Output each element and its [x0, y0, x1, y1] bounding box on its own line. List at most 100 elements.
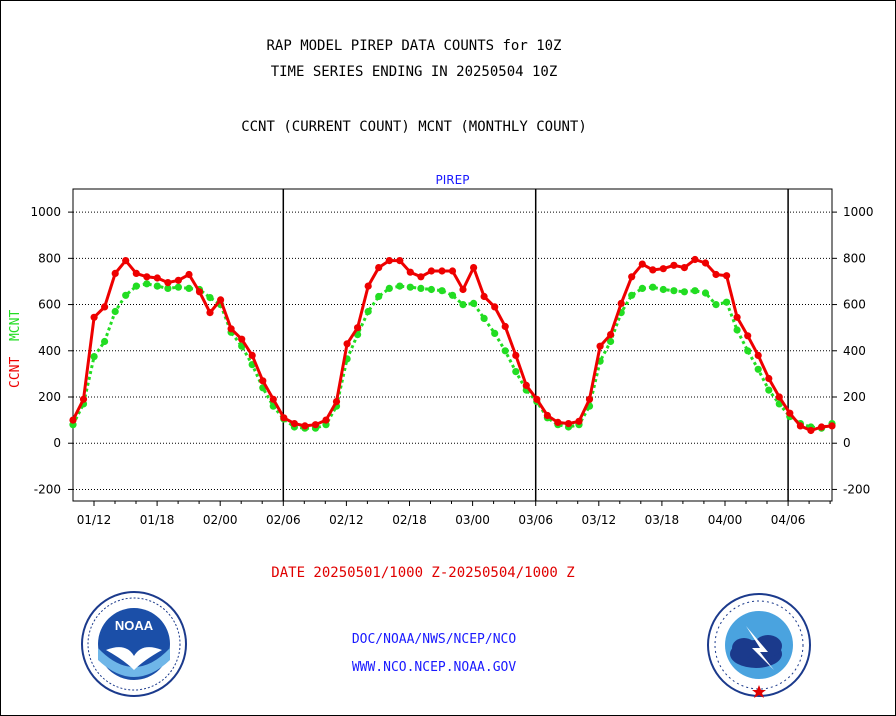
data-point-ccnt — [269, 395, 277, 403]
data-point-ccnt — [322, 416, 330, 424]
data-point-ccnt — [385, 257, 393, 265]
data-point-ccnt — [754, 351, 762, 359]
y-tick-label-right: 1000 — [843, 205, 874, 219]
data-point-ccnt — [280, 414, 288, 422]
y-tick-label-right: 200 — [843, 390, 866, 404]
data-point-ccnt — [259, 377, 267, 385]
data-point-ccnt — [701, 259, 710, 267]
data-point-mcnt — [765, 386, 773, 394]
data-point-ccnt — [828, 422, 836, 430]
x-tick-label: 04/06 — [771, 513, 806, 527]
data-point-ccnt — [79, 395, 88, 403]
data-point-mcnt — [406, 283, 414, 291]
data-point-ccnt — [301, 422, 309, 430]
data-point-mcnt — [649, 283, 657, 291]
data-point-mcnt — [670, 287, 678, 295]
noaa-logo-text: NOAA — [115, 618, 154, 633]
data-point-ccnt — [628, 273, 636, 281]
data-point-ccnt — [533, 395, 541, 403]
y-tick-label: 400 — [38, 344, 61, 358]
data-point-ccnt — [680, 264, 689, 272]
data-point-mcnt — [459, 301, 467, 309]
y-tick-label-right: 800 — [843, 251, 866, 265]
x-tick-label: 03/12 — [582, 513, 617, 527]
data-point-ccnt — [617, 299, 625, 307]
x-tick-label: 03/06 — [518, 513, 553, 527]
data-point-ccnt — [691, 255, 699, 264]
data-point-ccnt — [501, 322, 509, 331]
data-point-ccnt — [659, 265, 667, 273]
data-point-ccnt — [101, 303, 109, 311]
data-point-ccnt — [217, 296, 225, 304]
data-point-ccnt — [343, 340, 351, 348]
data-point-mcnt — [733, 326, 741, 334]
y-axis-label: CCNT MCNT — [8, 310, 23, 388]
data-point-mcnt — [438, 287, 446, 295]
data-point-ccnt — [649, 266, 657, 274]
website-link[interactable]: WWW.NCO.NCEP.NOAA.GOV — [351, 660, 517, 675]
data-point-mcnt — [90, 353, 98, 361]
data-point-ccnt — [248, 351, 256, 359]
data-point-ccnt — [744, 332, 752, 340]
x-tick-label: 03/18 — [645, 513, 680, 527]
data-point-ccnt — [459, 285, 467, 294]
data-point-mcnt — [164, 284, 172, 292]
data-point-ccnt — [122, 257, 130, 265]
data-point-mcnt — [680, 288, 689, 296]
data-point-mcnt — [101, 337, 109, 346]
x-tick-label: 01/12 — [77, 513, 112, 527]
data-point-mcnt — [723, 298, 731, 306]
data-point-ccnt — [554, 418, 562, 426]
data-point-ccnt — [396, 257, 404, 265]
data-point-mcnt — [111, 307, 119, 316]
data-point-mcnt — [744, 347, 752, 355]
data-point-ccnt — [817, 423, 826, 431]
x-tick-label: 02/06 — [266, 513, 301, 527]
data-point-ccnt — [512, 351, 520, 359]
data-point-ccnt — [417, 273, 425, 281]
data-point-ccnt — [491, 303, 499, 311]
data-point-ccnt — [638, 260, 646, 268]
data-point-mcnt — [427, 285, 435, 294]
y-tick-label-right: 600 — [843, 298, 866, 312]
chart-subtitle: TIME SERIES ENDING IN 20250504 10Z — [270, 64, 558, 80]
data-point-mcnt — [143, 280, 151, 288]
y-tick-label: 1000 — [30, 205, 61, 219]
data-point-mcnt — [701, 289, 710, 297]
data-point-ccnt — [206, 309, 214, 317]
data-point-ccnt — [723, 272, 731, 280]
data-point-ccnt — [480, 292, 488, 301]
y-tick-label: -200 — [34, 482, 61, 496]
y-tick-label: 800 — [38, 251, 61, 265]
data-point-ccnt — [311, 421, 320, 429]
data-point-ccnt — [438, 267, 446, 275]
data-point-mcnt — [628, 291, 636, 299]
data-point-mcnt — [153, 282, 161, 290]
y-tick-label: 600 — [38, 298, 61, 312]
x-tick-label: 03/00 — [455, 513, 490, 527]
data-point-ccnt — [364, 282, 372, 290]
y-axis-label-ccnt: CCNT — [8, 356, 23, 388]
org-credit: DOC/NOAA/NWS/NCEP/NCO — [351, 632, 517, 647]
data-point-mcnt — [185, 284, 193, 292]
data-point-ccnt — [227, 325, 235, 333]
y-tick-label: 0 — [53, 436, 61, 450]
data-point-ccnt — [596, 342, 604, 350]
x-tick-label: 01/18 — [140, 513, 175, 527]
y-axis-label-mcnt: MCNT — [8, 309, 23, 342]
data-point-mcnt — [174, 283, 182, 291]
data-point-ccnt — [575, 417, 583, 425]
chart-legend-description: CCNT (CURRENT COUNT) MCNT (MONTHLY COUNT… — [241, 119, 587, 135]
y-tick-label-right: 0 — [843, 436, 851, 450]
data-point-mcnt — [607, 337, 615, 346]
data-point-mcnt — [132, 282, 140, 290]
data-point-mcnt — [122, 291, 130, 299]
data-point-mcnt — [480, 314, 488, 322]
data-point-ccnt — [111, 269, 119, 277]
data-point-ccnt — [375, 264, 383, 272]
data-point-ccnt — [427, 267, 435, 275]
data-point-mcnt — [712, 301, 720, 309]
x-tick-label: 02/12 — [329, 513, 364, 527]
data-point-mcnt — [364, 307, 372, 316]
